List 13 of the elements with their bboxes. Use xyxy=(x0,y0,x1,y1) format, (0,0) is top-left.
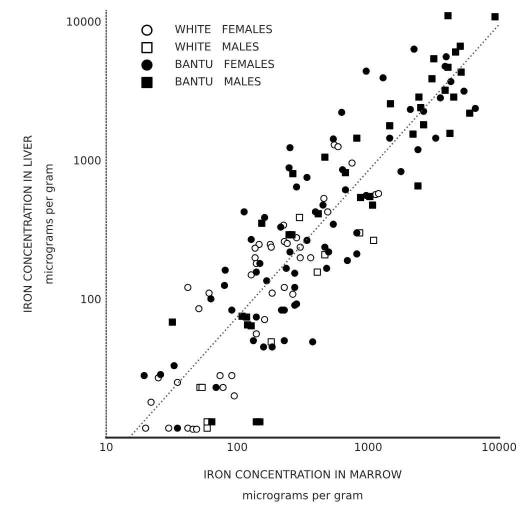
y-tick-label: 100 xyxy=(81,294,101,304)
x-tick-label: 10000 xyxy=(482,442,516,452)
x-axis-title: IRON CONCENTRATION IN MARROW micrograms per gram xyxy=(204,470,402,502)
legend-label: WHITE FEMALES xyxy=(175,24,272,34)
y-tick-label: 1000 xyxy=(74,156,101,165)
legend-label: BANTU FEMALES xyxy=(176,60,274,68)
x-tick-label: 1000 xyxy=(355,442,382,452)
legend-label: BANTU MALES xyxy=(176,77,261,86)
y-tick-label: 10000 xyxy=(67,17,101,26)
x-tick-label: 100 xyxy=(228,442,248,452)
y-axis-title: IRON CONCENTRATION IN LIVER micrograms per gram xyxy=(23,135,55,312)
x-tick-label: 10 xyxy=(100,442,113,452)
legend-label: WHITE MALES xyxy=(175,42,259,51)
